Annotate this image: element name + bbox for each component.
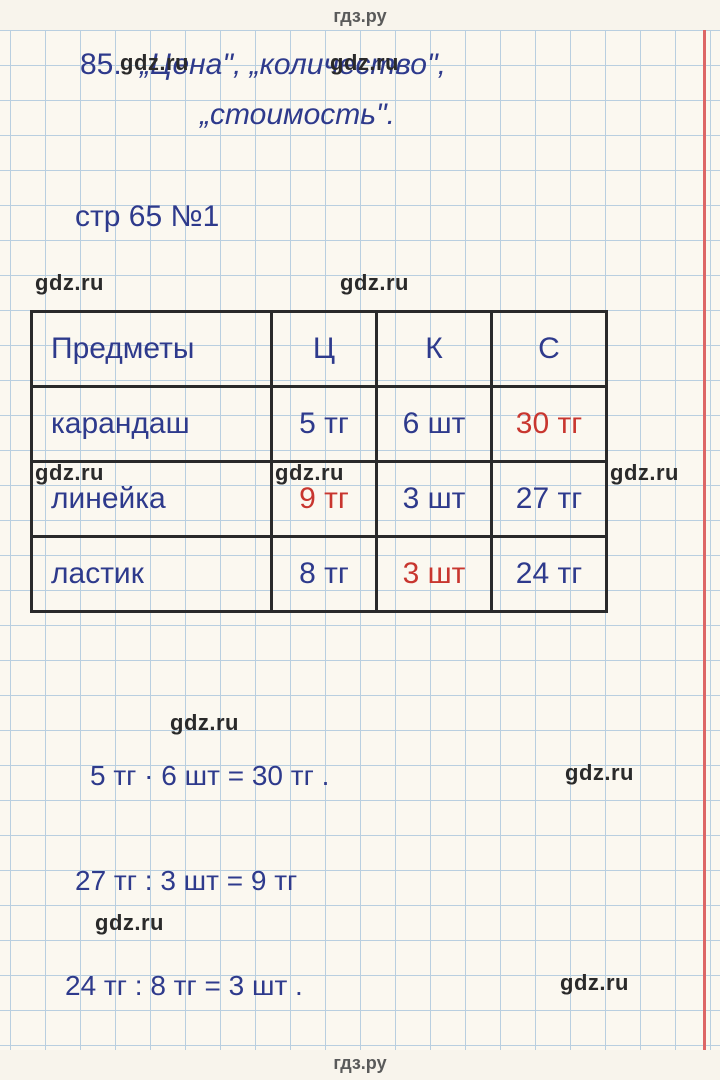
operand-b: 6 шт	[161, 760, 220, 791]
calc-line-2: 27 тг : 3 шт = 9 тг	[75, 865, 297, 897]
cell-cost-answer: 30 тг	[492, 387, 607, 462]
site-footer: гдз.ру	[0, 1053, 720, 1074]
operand-a: 24 тг	[65, 970, 127, 1001]
table-header-row: Предметы Ц К С	[32, 312, 607, 387]
watermark-text: gdz.ru	[565, 760, 634, 786]
cell-qty: 3 шт	[377, 462, 492, 537]
watermark-text: gdz.ru	[340, 270, 409, 296]
watermark-text: gdz.ru	[35, 460, 104, 486]
cell-item: ластик	[32, 537, 272, 612]
cell-price: 8 тг	[272, 537, 377, 612]
result: 3 шт .	[229, 970, 303, 1001]
operator: :	[145, 865, 153, 896]
col-header-price: Ц	[272, 312, 377, 387]
cell-qty: 6 шт	[377, 387, 492, 462]
watermark-text: gdz.ru	[610, 460, 679, 486]
watermark-text: gdz.ru	[170, 710, 239, 736]
cell-item: карандаш	[32, 387, 272, 462]
result: 9 тг	[251, 865, 297, 896]
watermark-text: gdz.ru	[330, 50, 399, 76]
calc-line-1: 5 тг · 6 шт = 30 тг .	[90, 760, 329, 792]
calc-line-3: 24 тг : 8 тг = 3 шт .	[65, 970, 303, 1002]
cell-cost: 24 тг	[492, 537, 607, 612]
operator: ·	[144, 760, 153, 791]
watermark-text: gdz.ru	[120, 50, 189, 76]
table-row: ластик 8 тг 3 шт 24 тг	[32, 537, 607, 612]
page-reference: стр 65 №1	[75, 200, 219, 234]
cell-cost: 27 тг	[492, 462, 607, 537]
cell-qty-answer: 3 шт	[377, 537, 492, 612]
col-header-cost: С	[492, 312, 607, 387]
table-row: карандаш 5 тг 6 шт 30 тг	[32, 387, 607, 462]
cell-price: 5 тг	[272, 387, 377, 462]
watermark-text: gdz.ru	[35, 270, 104, 296]
operand-b: 8 тг	[150, 970, 196, 1001]
equals: =	[227, 865, 243, 896]
watermark-text: gdz.ru	[275, 460, 344, 486]
title-line2: „стоимость".	[200, 98, 395, 132]
exercise-number: 85.	[80, 48, 122, 82]
operand-a: 5 тг	[90, 760, 136, 791]
operand-b: 3 шт	[160, 865, 219, 896]
equals: =	[228, 760, 244, 791]
operand-a: 27 тг	[75, 865, 137, 896]
col-header-items: Предметы	[32, 312, 272, 387]
operator: :	[135, 970, 143, 1001]
col-header-qty: К	[377, 312, 492, 387]
result: 30 тг .	[252, 760, 330, 791]
watermark-text: gdz.ru	[560, 970, 629, 996]
watermark-text: gdz.ru	[95, 910, 164, 936]
notebook-margin	[703, 30, 706, 1050]
site-header: гдз.ру	[0, 0, 720, 27]
equals: =	[204, 970, 220, 1001]
